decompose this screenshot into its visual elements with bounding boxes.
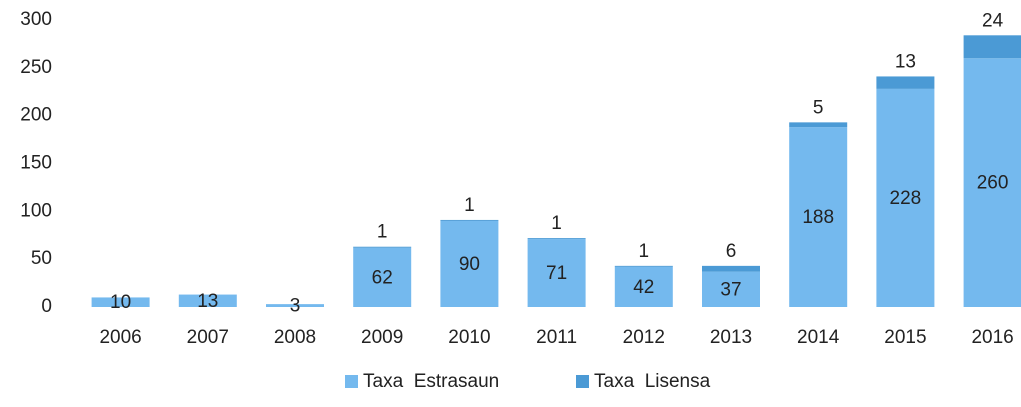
- y-tick-label: 250: [20, 57, 52, 78]
- legend-label: Taxa Lisensa: [594, 371, 711, 392]
- bar-segment: [266, 304, 324, 307]
- data-label: 1: [377, 222, 388, 243]
- data-label: 1: [464, 195, 475, 216]
- bar-segment: [789, 122, 848, 128]
- x-tick-label: 2008: [274, 327, 316, 348]
- bar-segment: [702, 265, 760, 272]
- x-tick-label: 2009: [361, 327, 403, 348]
- legend-swatch: [345, 375, 358, 388]
- bar-segment: [963, 35, 1021, 59]
- bar-segment: [527, 238, 586, 240]
- x-tick-label: 2012: [623, 327, 665, 348]
- bar-segment: [876, 76, 935, 89]
- data-label: 24: [982, 10, 1004, 31]
- x-tick-label: 2013: [710, 327, 752, 348]
- bar-segment: [91, 297, 150, 307]
- data-label: 1: [639, 241, 650, 262]
- bar-segment: [353, 247, 412, 307]
- data-label: 90: [459, 254, 480, 275]
- y-tick-label: 200: [20, 105, 52, 126]
- bar-segment: [789, 127, 848, 307]
- bar-segment: [440, 220, 499, 307]
- data-label: 37: [720, 279, 741, 300]
- data-label: 3: [290, 296, 301, 317]
- data-label: 1: [551, 213, 562, 234]
- bar-segment: [527, 239, 586, 307]
- bar-segment: [353, 246, 412, 248]
- x-tick-label: 2011: [536, 327, 577, 348]
- legend-label: Taxa Estrasaun: [363, 371, 499, 392]
- bar-segment: [963, 58, 1021, 308]
- data-label: 42: [633, 277, 654, 298]
- y-tick-label: 300: [20, 9, 52, 30]
- bar-segment: [614, 266, 673, 307]
- bar-segment: [440, 219, 499, 221]
- bar-segment: [614, 265, 673, 267]
- data-label: 62: [372, 267, 393, 288]
- bar-segment: [702, 271, 760, 307]
- y-tick-label: 100: [20, 200, 52, 221]
- data-label: 6: [726, 241, 737, 262]
- x-tick-label: 2014: [797, 327, 840, 348]
- bar-segment: [178, 294, 237, 307]
- data-label: 71: [546, 263, 567, 284]
- data-label: 13: [197, 291, 218, 312]
- y-tick-label: 50: [31, 248, 52, 269]
- x-tick-label: 2016: [971, 327, 1013, 348]
- data-label: 188: [802, 207, 834, 228]
- data-label: 5: [813, 97, 824, 118]
- data-label: 10: [110, 292, 131, 313]
- x-tick-label: 2007: [187, 327, 229, 348]
- legend-swatch: [576, 375, 589, 388]
- data-label: 260: [977, 173, 1009, 194]
- x-tick-label: 2010: [448, 327, 490, 348]
- y-tick-label: 0: [41, 296, 52, 317]
- data-label: 228: [890, 188, 922, 209]
- x-tick-label: 2015: [884, 327, 926, 348]
- x-tick-label: 2006: [99, 327, 141, 348]
- y-tick-label: 150: [20, 153, 52, 174]
- data-label: 13: [895, 51, 916, 72]
- bar-segment: [876, 88, 935, 307]
